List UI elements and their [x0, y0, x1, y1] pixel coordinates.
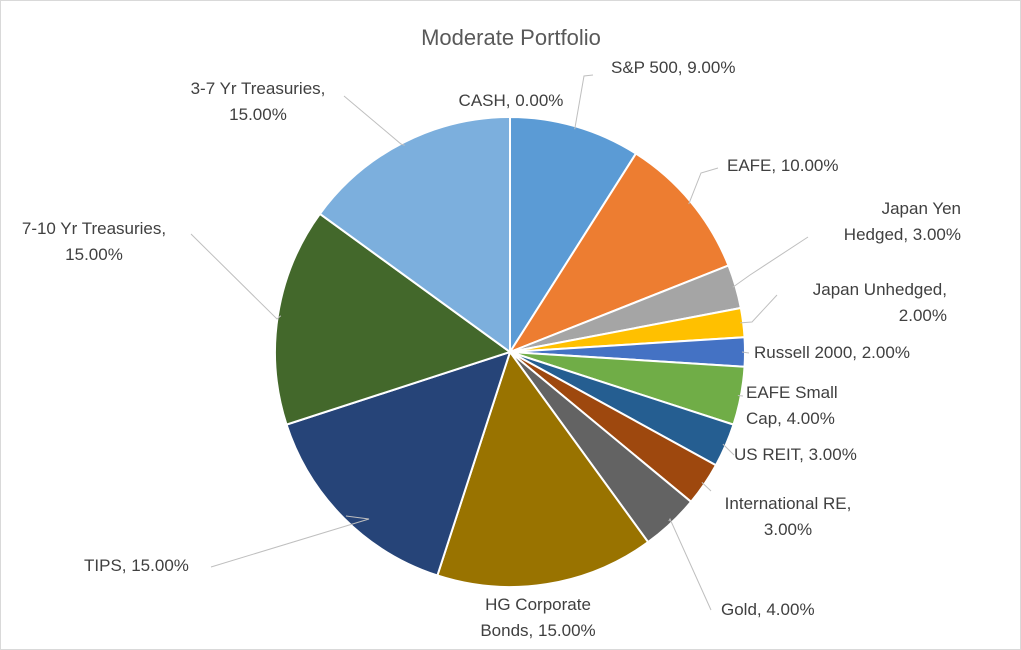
pie-slice-hg-corporate-bonds — [436, 349, 650, 588]
data-label-line: Japan Unhedged, — [813, 280, 947, 299]
data-label-line: 15.00% — [229, 105, 287, 124]
data-label-tips: TIPS, 15.00% — [84, 556, 189, 575]
data-label-cash: CASH, 0.00% — [459, 91, 564, 110]
data-label-line: US REIT, 3.00% — [734, 445, 857, 464]
data-label-line: S&P 500, 9.00% — [611, 58, 735, 77]
leader-line-gold — [668, 517, 712, 611]
data-label-line: 15.00% — [65, 245, 123, 264]
leader-line-japan-unhedged — [740, 294, 778, 324]
data-label-line: HG Corporate — [485, 595, 591, 614]
data-label-line: 2.00% — [899, 306, 947, 325]
data-label-line: EAFE Small — [746, 383, 838, 402]
data-label-line: International RE, — [725, 494, 852, 513]
leader-line-eafe — [688, 167, 719, 205]
data-label-line: 3-7 Yr Treasuries, — [191, 79, 326, 98]
pie-slice-tips — [285, 350, 512, 577]
leader-line-international-re — [701, 482, 712, 492]
data-label-7-10-yr-treasuries: 7-10 Yr Treasuries, 15.00% — [22, 219, 166, 264]
data-label-line: TIPS, 15.00% — [84, 556, 189, 575]
leader-line-us-reit — [722, 443, 735, 456]
data-label-3-7-yr-treasuries: 3-7 Yr Treasuries, 15.00% — [191, 79, 326, 124]
leader-line-7-10-yr-treasuries — [190, 233, 282, 320]
pie-slice-eafe — [507, 152, 730, 355]
leader-line-russell-2000 — [741, 351, 750, 354]
data-label-eafe-small-cap: EAFE Small Cap, 4.00% — [746, 383, 838, 428]
leader-lines — [190, 74, 809, 611]
data-label-international-re: International RE, 3.00% — [725, 494, 852, 539]
leader-line-3-7-yr-treasuries — [343, 95, 405, 146]
pie-slices — [274, 115, 746, 588]
data-label-eafe: EAFE, 10.00% — [727, 156, 839, 175]
data-label-line: Gold, 4.00% — [721, 600, 815, 619]
data-label-line: Bonds, 15.00% — [480, 621, 595, 640]
data-label-russell-2000: Russell 2000, 2.00% — [754, 343, 910, 362]
data-labels: S&P 500, 9.00% EAFE, 10.00% Japan Yen Hedge… — [22, 58, 961, 640]
pie-slice-7-10-yr-treasuries — [274, 212, 513, 426]
data-label-japan-yen-hedged: Japan Yen Hedged, 3.00% — [844, 199, 961, 244]
chart-title: Moderate Portfolio — [421, 25, 601, 50]
data-label-line: Cap, 4.00% — [746, 409, 835, 428]
data-label-japan-unhedged: Japan Unhedged, 2.00% — [813, 280, 947, 325]
leader-line-eafe-small-cap — [737, 394, 744, 397]
data-label-s-p-500: S&P 500, 9.00% — [611, 58, 735, 77]
data-label-line: 3.00% — [764, 520, 812, 539]
data-label-hg-corporate-bonds: HG Corporate Bonds, 15.00% — [480, 595, 595, 640]
data-label-line: EAFE, 10.00% — [727, 156, 839, 175]
data-label-line: 7-10 Yr Treasuries, — [22, 219, 166, 238]
leader-line-tips — [210, 515, 370, 568]
data-label-line: Japan Yen — [882, 199, 961, 218]
data-label-line: Russell 2000, 2.00% — [754, 343, 910, 362]
leader-line-s-p-500 — [574, 74, 594, 130]
data-label-gold: Gold, 4.00% — [721, 600, 815, 619]
leader-line-japan-yen-hedged — [732, 236, 809, 288]
data-label-us-reit: US REIT, 3.00% — [734, 445, 857, 464]
data-label-line: CASH, 0.00% — [459, 91, 564, 110]
data-label-line: Hedged, 3.00% — [844, 225, 961, 244]
pie-slice-3-7-yr-treasuries — [318, 115, 511, 354]
